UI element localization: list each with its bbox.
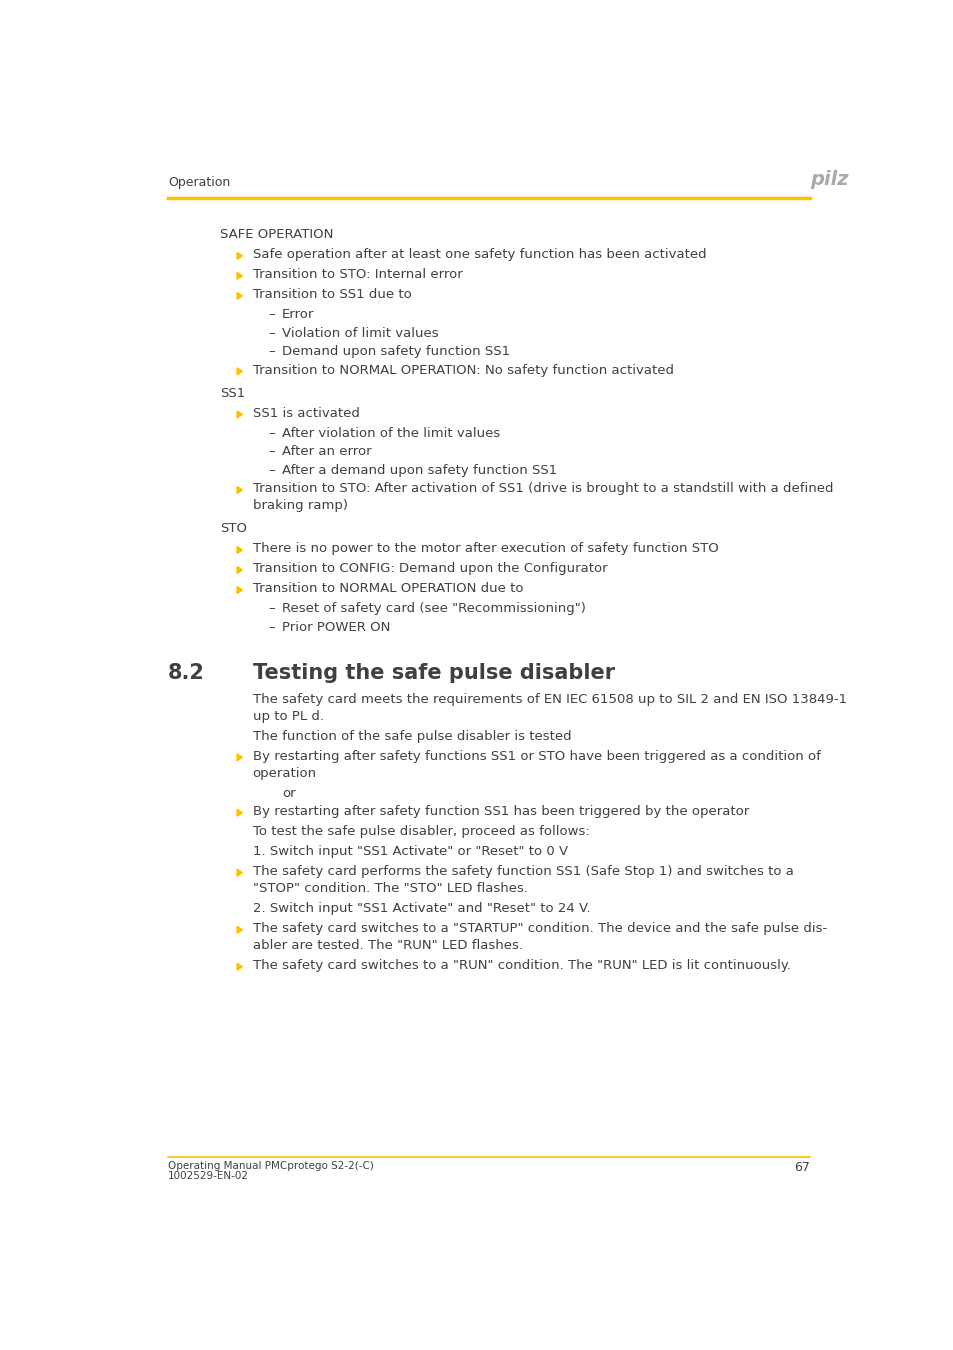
Text: By restarting after safety functions SS1 or STO have been triggered as a conditi: By restarting after safety functions SS1… (253, 749, 820, 763)
Text: Transition to SS1 due to: Transition to SS1 due to (253, 289, 411, 301)
Text: 67: 67 (793, 1161, 809, 1173)
Polygon shape (236, 587, 242, 594)
Text: There is no power to the motor after execution of safety function STO: There is no power to the motor after exe… (253, 543, 718, 555)
Text: After an error: After an error (282, 446, 372, 459)
Text: braking ramp): braking ramp) (253, 500, 347, 512)
Text: After a demand upon safety function SS1: After a demand upon safety function SS1 (282, 464, 557, 477)
Text: Testing the safe pulse disabler: Testing the safe pulse disabler (253, 663, 614, 683)
Polygon shape (236, 369, 242, 375)
Text: 1. Switch input "SS1 Activate" or "Reset" to 0 V: 1. Switch input "SS1 Activate" or "Reset… (253, 845, 567, 859)
Text: 2. Switch input "SS1 Activate" and "Reset" to 24 V.: 2. Switch input "SS1 Activate" and "Rese… (253, 902, 590, 915)
Polygon shape (236, 547, 242, 553)
Text: The safety card meets the requirements of EN IEC 61508 up to SIL 2 and EN ISO 13: The safety card meets the requirements o… (253, 693, 846, 706)
Text: By restarting after safety function SS1 has been triggered by the operator: By restarting after safety function SS1 … (253, 805, 748, 818)
Text: Error: Error (282, 308, 314, 321)
Text: –: – (269, 621, 275, 634)
Polygon shape (236, 869, 242, 876)
Text: To test the safe pulse disabler, proceed as follows:: To test the safe pulse disabler, proceed… (253, 825, 589, 838)
Text: –: – (269, 446, 275, 459)
Text: operation: operation (253, 767, 316, 779)
Text: Operation: Operation (168, 176, 230, 189)
Text: Transition to CONFIG: Demand upon the Configurator: Transition to CONFIG: Demand upon the Co… (253, 563, 606, 575)
Text: abler are tested. The "RUN" LED flashes.: abler are tested. The "RUN" LED flashes. (253, 940, 522, 952)
Text: –: – (269, 346, 275, 358)
Text: Transition to NORMAL OPERATION due to: Transition to NORMAL OPERATION due to (253, 582, 522, 595)
Text: Demand upon safety function SS1: Demand upon safety function SS1 (282, 346, 510, 358)
Polygon shape (236, 926, 242, 933)
Text: Operating Manual PMCprotego S2-2(-C): Operating Manual PMCprotego S2-2(-C) (168, 1161, 374, 1170)
Text: SS1 is activated: SS1 is activated (253, 406, 359, 420)
Text: 1002529-EN-02: 1002529-EN-02 (168, 1170, 249, 1181)
Polygon shape (236, 486, 242, 493)
Text: Safe operation after at least one safety function has been activated: Safe operation after at least one safety… (253, 248, 705, 262)
Text: –: – (269, 427, 275, 440)
Text: 8.2: 8.2 (168, 663, 205, 683)
Text: After violation of the limit values: After violation of the limit values (282, 427, 499, 440)
Text: pilz: pilz (809, 170, 847, 189)
Text: or: or (282, 787, 295, 799)
Text: –: – (269, 602, 275, 616)
Text: STO: STO (220, 522, 247, 536)
Text: The safety card performs the safety function SS1 (Safe Stop 1) and switches to a: The safety card performs the safety func… (253, 865, 793, 878)
Polygon shape (236, 964, 242, 971)
Text: The safety card switches to a "RUN" condition. The "RUN" LED is lit continuously: The safety card switches to a "RUN" cond… (253, 958, 790, 972)
Text: up to PL d.: up to PL d. (253, 710, 323, 722)
Text: –: – (269, 464, 275, 477)
Text: Violation of limit values: Violation of limit values (282, 327, 438, 340)
Text: Prior POWER ON: Prior POWER ON (282, 621, 390, 634)
Text: Transition to STO: Internal error: Transition to STO: Internal error (253, 269, 462, 281)
Text: Transition to NORMAL OPERATION: No safety function activated: Transition to NORMAL OPERATION: No safet… (253, 363, 673, 377)
Text: Reset of safety card (see "Recommissioning"): Reset of safety card (see "Recommissioni… (282, 602, 585, 616)
Text: The safety card switches to a "STARTUP" condition. The device and the safe pulse: The safety card switches to a "STARTUP" … (253, 922, 826, 936)
Polygon shape (236, 273, 242, 279)
Text: "STOP" condition. The "STO" LED flashes.: "STOP" condition. The "STO" LED flashes. (253, 882, 527, 895)
Polygon shape (236, 809, 242, 817)
Polygon shape (236, 410, 242, 418)
Text: –: – (269, 308, 275, 321)
Text: Transition to STO: After activation of SS1 (drive is brought to a standstill wit: Transition to STO: After activation of S… (253, 482, 832, 495)
Text: SS1: SS1 (220, 387, 245, 400)
Text: –: – (269, 327, 275, 340)
Text: SAFE OPERATION: SAFE OPERATION (220, 228, 333, 242)
Polygon shape (236, 293, 242, 300)
Polygon shape (236, 252, 242, 259)
Polygon shape (236, 753, 242, 761)
Polygon shape (236, 567, 242, 574)
Text: The function of the safe pulse disabler is tested: The function of the safe pulse disabler … (253, 729, 571, 742)
